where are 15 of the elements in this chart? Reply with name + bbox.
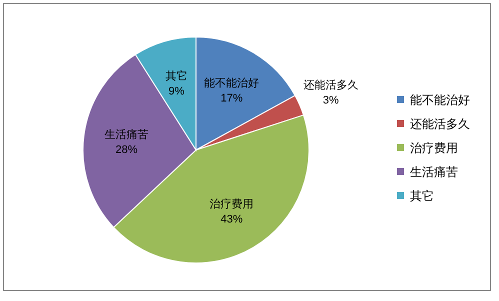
data-label: 17% bbox=[220, 92, 243, 105]
data-label: 28% bbox=[115, 144, 138, 156]
data-label: 43% bbox=[220, 213, 243, 226]
slice-label: 能不能治好 bbox=[204, 76, 260, 90]
data-label: 9% bbox=[168, 86, 185, 98]
slice-label: 生活痛苦 bbox=[104, 128, 148, 142]
data-label: 3% bbox=[322, 94, 339, 107]
legend-label: 生活痛苦 bbox=[410, 165, 458, 179]
legend-label: 治疗费用 bbox=[410, 141, 458, 155]
legend-label: 其它 bbox=[410, 189, 434, 203]
legend-label: 能不能治好 bbox=[410, 93, 470, 107]
slice-label: 其它 bbox=[165, 70, 188, 83]
legend-label: 还能活多久 bbox=[410, 117, 470, 131]
slice-label: 治疗费用 bbox=[210, 197, 254, 210]
slice-label: 还能活多久 bbox=[303, 78, 358, 92]
